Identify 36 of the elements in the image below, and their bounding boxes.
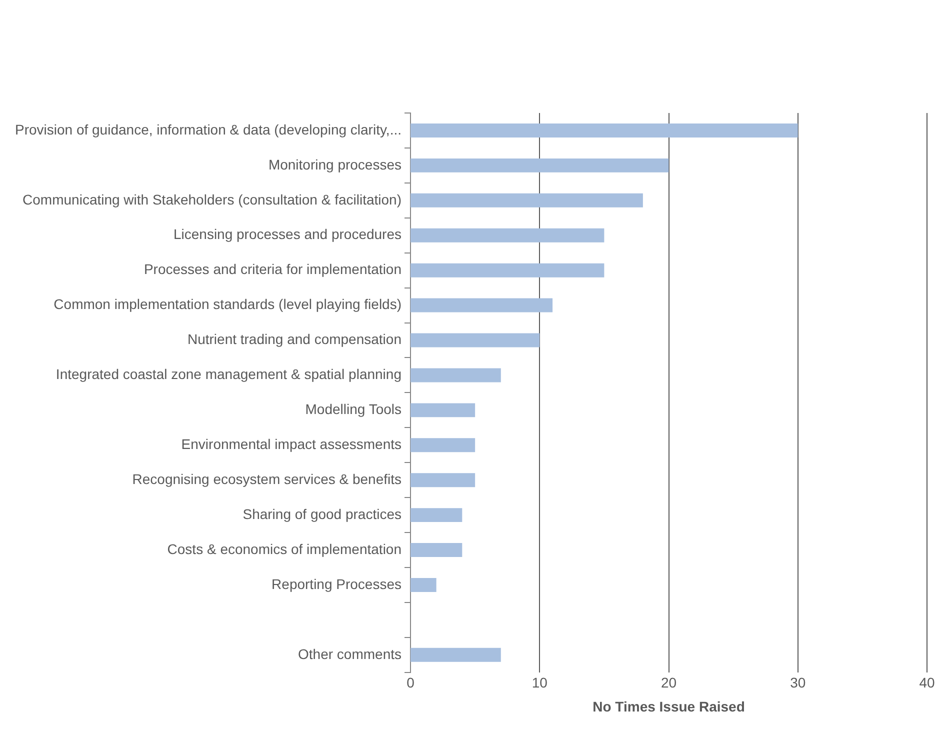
y-tick-label: Other comments [298, 646, 402, 662]
bar [410, 228, 604, 242]
y-tick-label: Recognising ecosystem services & benefits [132, 470, 402, 487]
y-tick-label: Sharing of good practices [242, 506, 402, 522]
y-tick-label: Reporting Processes [272, 576, 402, 592]
y-tick-label: Common implementation standards (level playing fields) [54, 296, 402, 312]
y-tick-label: Nutrient trading and compensation [187, 331, 402, 348]
y-tick-label: Costs & economics of implementation [167, 540, 402, 557]
bar [410, 403, 476, 418]
x-tick-label: 10 [532, 674, 548, 691]
x-tick-label: 30 [790, 674, 806, 691]
bar [410, 298, 553, 312]
bar [410, 263, 604, 278]
y-tick-label: Monitoring processes [268, 156, 402, 172]
bar [410, 543, 462, 558]
bar [410, 193, 643, 208]
bar [410, 368, 501, 382]
bar [410, 158, 669, 172]
y-tick-label: Processes and criteria for implementation [144, 261, 402, 278]
x-tick-label: 0 [406, 674, 415, 691]
y-tick-label: Communicating with Stakeholders (consultation & facilitation) [22, 191, 402, 208]
y-tick-label: Integrated coastal zone management & spatial planning [56, 366, 402, 382]
bar [410, 508, 462, 522]
bar [410, 473, 476, 488]
y-tick-label: Environmental impact assessments [181, 436, 402, 452]
y-tick-label: Provision of guidance, information & data (developing clarity,... [14, 121, 402, 138]
bar [410, 578, 436, 592]
bar [410, 333, 540, 348]
bar [410, 123, 798, 138]
y-tick-label: Modelling Tools [305, 401, 402, 418]
x-tick-label: 40 [919, 674, 935, 691]
y-tick-label: Licensing processes and procedures [173, 226, 402, 242]
bar [410, 648, 501, 662]
x-axis-title: No Times Issue Raised [592, 698, 745, 714]
x-tick-label: 20 [660, 674, 677, 691]
bar [410, 438, 476, 452]
